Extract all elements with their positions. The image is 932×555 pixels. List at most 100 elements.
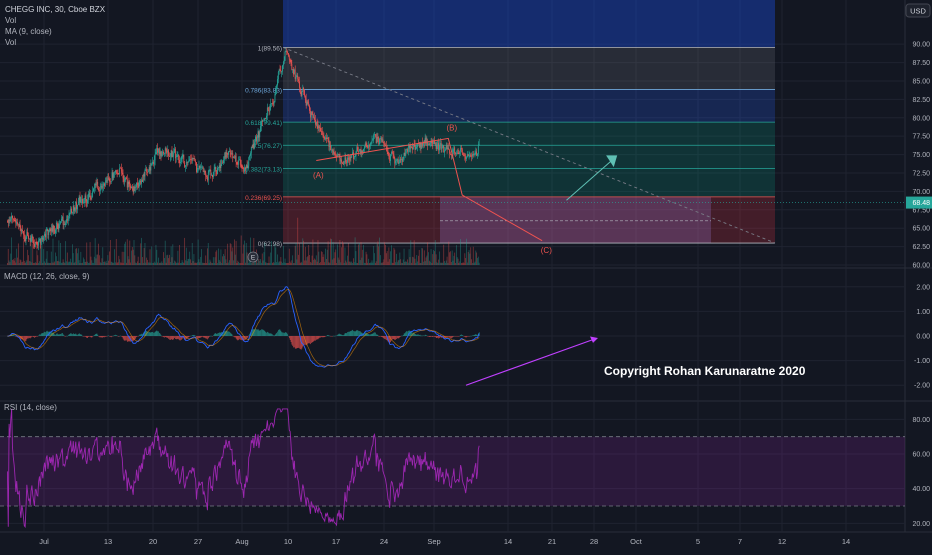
macd-histogram-bar <box>94 335 95 336</box>
candle-body <box>156 148 158 153</box>
volume-bar <box>228 262 229 265</box>
macd-histogram-bar <box>434 336 435 337</box>
volume-bar <box>175 262 177 265</box>
macd-histogram-bar <box>417 334 418 336</box>
currency-badge[interactable] <box>905 3 931 18</box>
macd-histogram-bar <box>396 336 397 339</box>
volume-bar <box>472 246 474 265</box>
macd-histogram-bar <box>377 335 379 336</box>
symbol-title[interactable]: CHEGG INC, 30, Cboe BZX <box>5 5 106 14</box>
candle-body <box>96 181 98 185</box>
macd-histogram-bar <box>159 332 160 336</box>
volume-bar <box>477 256 479 265</box>
volume-bar <box>211 262 213 265</box>
macd-histogram-bar <box>234 336 235 338</box>
candle-body <box>122 172 124 179</box>
candle-body <box>288 55 290 60</box>
macd-histogram-bar <box>70 333 72 336</box>
macd-histogram-bar <box>77 334 78 336</box>
macd-histogram-bar <box>209 335 211 337</box>
macd-histogram-bar <box>107 335 109 337</box>
volume-bar <box>331 259 333 265</box>
volume-bar <box>319 262 321 265</box>
macd-histogram-bar <box>227 331 229 336</box>
candle-body <box>218 165 220 168</box>
indicator-vol-2[interactable]: Vol <box>5 38 16 47</box>
candle-body <box>277 79 278 86</box>
candle-body <box>90 197 92 199</box>
macd-histogram-bar <box>460 334 462 336</box>
volume-bar <box>460 239 461 265</box>
candle-body <box>121 171 123 173</box>
volume-bar <box>402 259 404 265</box>
candle-body <box>319 126 321 128</box>
candle-body <box>32 236 34 241</box>
volume-bar <box>453 255 455 265</box>
macd-histogram-bar <box>289 336 291 340</box>
volume-bar <box>252 262 254 265</box>
candle-body <box>131 186 133 189</box>
indicator-vol[interactable]: Vol <box>5 16 16 25</box>
volume-bar <box>375 261 377 265</box>
volume-bar <box>320 251 322 265</box>
volume-bar <box>423 250 425 265</box>
candle-body <box>109 178 110 182</box>
volume-bar <box>223 255 225 265</box>
volume-bar <box>28 261 30 265</box>
indicator-ma[interactable]: MA (9, close) <box>5 27 52 36</box>
candle-body <box>153 160 155 165</box>
candle-body <box>174 148 175 153</box>
volume-bar <box>304 246 306 265</box>
volume-bar <box>127 256 129 265</box>
candle-body <box>427 141 429 146</box>
volume-bar <box>218 259 220 265</box>
candle-body <box>226 152 228 154</box>
macd-histogram-bar <box>407 330 409 336</box>
macd-histogram-bar <box>150 332 152 336</box>
candle-body <box>210 170 212 176</box>
volume-bar <box>317 240 319 265</box>
macd-histogram-bar <box>213 334 215 336</box>
volume-bar <box>386 251 388 265</box>
volume-bar <box>133 240 135 265</box>
volume-bar <box>350 262 352 265</box>
volume-bar <box>179 244 180 265</box>
candle-body <box>326 138 328 139</box>
macd-histogram-bar <box>127 336 129 342</box>
macd-histogram-bar <box>281 332 283 336</box>
macd-histogram-bar <box>267 331 268 336</box>
candle-body <box>243 167 245 172</box>
fib-label: 0.618(79.41) <box>245 120 282 127</box>
candle-body <box>206 176 207 177</box>
candle-body <box>67 215 69 221</box>
macd-label[interactable]: MACD (12, 26, close, 9) <box>4 272 90 281</box>
volume-bar <box>405 261 407 265</box>
rsi-label[interactable]: RSI (14, close) <box>4 403 57 412</box>
macd-histogram-bar <box>346 333 348 336</box>
volume-bar <box>394 249 396 265</box>
volume-bar <box>277 254 278 265</box>
volume-bar <box>280 257 282 265</box>
candle-body <box>7 220 8 222</box>
candle-body <box>476 151 478 156</box>
candle-body <box>194 158 196 162</box>
macd-histogram-bar <box>130 336 132 342</box>
macd-histogram-bar <box>121 336 122 337</box>
candle-body <box>45 230 47 238</box>
candle-body <box>450 154 452 156</box>
macd-histogram-bar <box>415 334 417 336</box>
candle-body <box>129 184 131 187</box>
candle-body <box>88 193 89 200</box>
volume-bar <box>48 262 50 265</box>
candle-body <box>334 153 336 155</box>
macd-histogram-bar <box>177 336 179 339</box>
macd-histogram-bar <box>64 336 66 337</box>
volume-bar <box>303 240 305 265</box>
macd-histogram-bar <box>119 335 121 337</box>
volume-bar <box>392 262 394 265</box>
candle-body <box>260 126 261 132</box>
volume-bar <box>416 255 418 265</box>
volume-bar <box>420 262 422 265</box>
macd-histogram-bar <box>353 330 354 336</box>
